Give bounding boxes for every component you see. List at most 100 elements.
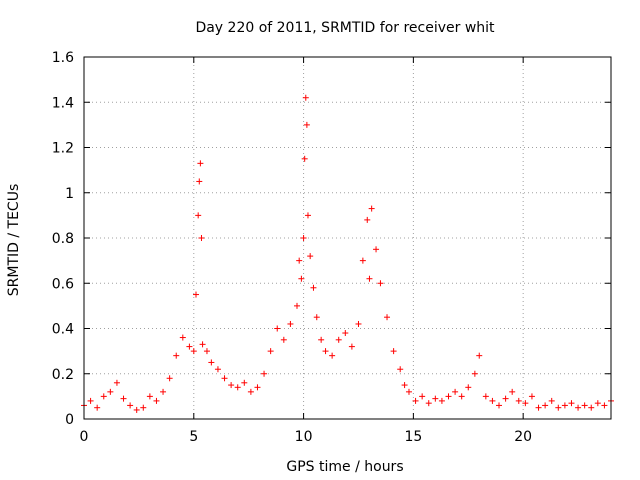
data-point	[318, 336, 325, 343]
data-point	[153, 397, 160, 404]
data-point	[377, 280, 384, 287]
data-point	[342, 330, 349, 337]
data-point	[107, 388, 114, 395]
data-point	[195, 212, 202, 219]
data-point	[192, 291, 199, 298]
data-point	[274, 325, 281, 332]
data-point	[280, 336, 287, 343]
data-point	[364, 216, 371, 223]
data-point	[522, 400, 529, 407]
data-point	[196, 178, 203, 185]
data-point	[555, 404, 562, 411]
data-point	[348, 343, 355, 350]
y-tick-label: 0.8	[52, 231, 74, 247]
data-point	[190, 348, 197, 355]
data-point	[482, 393, 489, 400]
y-axis: 0 0.2 0.4 0.6 0.8 1 1.2 1.4 1.6	[52, 50, 611, 428]
data-point	[302, 94, 309, 101]
data-point	[228, 382, 235, 389]
data-point	[127, 402, 134, 409]
y-tick-label: 0.2	[52, 367, 74, 383]
data-point	[594, 400, 601, 407]
data-point	[322, 348, 329, 355]
y-tick-label: 1.2	[52, 141, 74, 157]
data-point	[208, 359, 215, 366]
data-point	[368, 205, 375, 212]
data-point	[575, 404, 582, 411]
data-point	[146, 393, 153, 400]
x-tick-label: 10	[295, 429, 313, 445]
data-point	[313, 314, 320, 321]
y-tick-label: 1.6	[52, 50, 74, 66]
data-point	[267, 348, 274, 355]
data-point	[405, 388, 412, 395]
grid	[84, 57, 611, 419]
data-point	[87, 397, 94, 404]
data-point	[509, 388, 516, 395]
y-tick-label: 0.4	[52, 322, 74, 338]
data-point	[173, 352, 180, 359]
data-point	[568, 400, 575, 407]
x-axis: 0 5 10 15 20	[80, 57, 532, 445]
data-point	[548, 397, 555, 404]
data-point	[425, 400, 432, 407]
data-point	[197, 160, 204, 167]
data-point	[261, 370, 268, 377]
data-point	[304, 212, 311, 219]
data-point	[366, 275, 373, 282]
data-point	[214, 366, 221, 373]
data-point	[390, 348, 397, 355]
data-point	[471, 370, 478, 377]
y-tick-label: 1.4	[52, 95, 74, 111]
data-point	[247, 388, 254, 395]
data-point	[581, 402, 588, 409]
data-point	[489, 397, 496, 404]
chart-title: Day 220 of 2011, SRMTID for receiver whi…	[195, 20, 495, 36]
data-point	[310, 284, 317, 291]
data-point	[502, 395, 509, 402]
data-point	[329, 352, 336, 359]
data-point	[94, 404, 101, 411]
data-point	[561, 402, 568, 409]
data-point	[496, 402, 503, 409]
data-point	[221, 375, 228, 382]
data-point	[515, 397, 522, 404]
data-point	[160, 388, 167, 395]
data-point	[241, 379, 248, 386]
data-point	[601, 402, 608, 409]
data-point	[113, 379, 120, 386]
data-point	[179, 334, 186, 341]
data-point	[166, 375, 173, 382]
data-point	[140, 404, 147, 411]
data-point	[432, 395, 439, 402]
data-point	[528, 393, 535, 400]
data-point	[419, 393, 426, 400]
data-point	[373, 246, 380, 253]
y-tick-label: 0	[65, 412, 74, 428]
data-point	[120, 395, 127, 402]
data-point	[100, 393, 107, 400]
series-srmtid	[81, 94, 614, 413]
data-point	[465, 384, 472, 391]
data-point	[307, 253, 314, 260]
data-point	[452, 388, 459, 395]
data-point	[401, 382, 408, 389]
data-point	[296, 257, 303, 264]
x-tick-label: 0	[80, 429, 89, 445]
data-point	[287, 320, 294, 327]
data-point	[438, 397, 445, 404]
data-point	[476, 352, 483, 359]
data-point	[535, 404, 542, 411]
data-point	[203, 348, 210, 355]
data-point	[298, 275, 305, 282]
data-point	[234, 384, 241, 391]
data-point	[412, 397, 419, 404]
data-point	[458, 393, 465, 400]
data-point	[335, 336, 342, 343]
x-tick-label: 5	[189, 429, 198, 445]
data-point	[133, 406, 140, 413]
data-point	[445, 393, 452, 400]
x-axis-label: GPS time / hours	[286, 459, 403, 475]
data-point	[303, 121, 310, 128]
